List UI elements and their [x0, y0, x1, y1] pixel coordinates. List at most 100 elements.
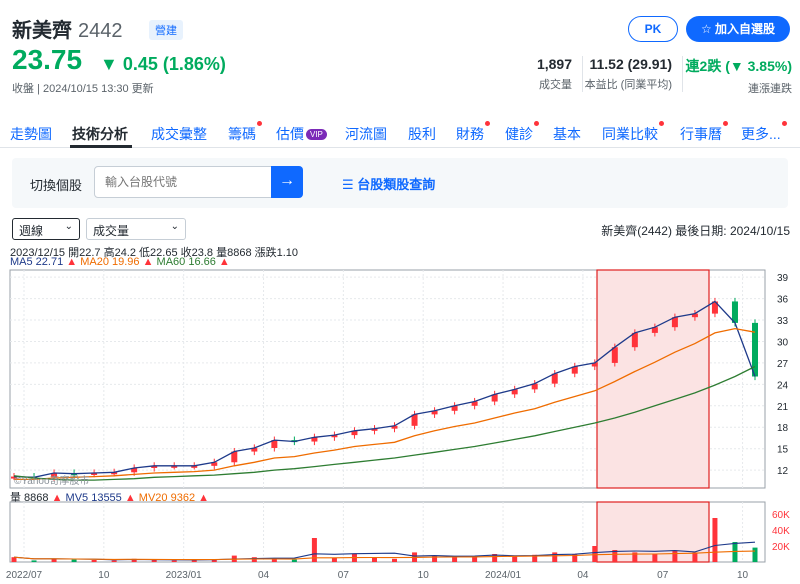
switch-label: 切換個股: [30, 178, 83, 193]
pk-button[interactable]: PK: [628, 16, 678, 42]
period-select[interactable]: 週線 ⌄: [12, 218, 80, 240]
candle: [391, 425, 398, 429]
candle: [351, 430, 358, 436]
up-triangle-icon: ▲: [195, 492, 210, 504]
star-icon: ☆: [700, 22, 716, 36]
stat-label: 連漲連跌: [748, 83, 792, 95]
y-tick-label: 15: [777, 445, 789, 456]
list-icon: ☰: [342, 177, 358, 192]
tab-valuation[interactable]: 估價 VIP: [276, 124, 327, 144]
candle: [151, 465, 158, 468]
candle: [11, 476, 17, 479]
volume-bar: [271, 558, 277, 562]
category-search-label: 台股類股查詢: [357, 177, 436, 192]
x-tick-label: 07: [657, 570, 669, 581]
tab-calendar[interactable]: 行事曆: [680, 121, 728, 144]
volume-bar: [732, 542, 738, 562]
volume-bar: [652, 554, 658, 562]
candle: [111, 472, 118, 475]
candle: [651, 327, 658, 333]
up-triangle-icon: ▲: [121, 492, 139, 504]
volume-bar: [592, 546, 598, 562]
volume-bar: [111, 560, 117, 562]
indicator-select[interactable]: 成交量 ⌄: [86, 218, 186, 240]
candle: [511, 389, 518, 395]
stock-code-input[interactable]: [94, 166, 272, 198]
ma-line-ma20: [14, 327, 756, 481]
y-tick-label: 12: [777, 466, 789, 477]
candle: [491, 394, 498, 402]
ma20-legend: MA20 19.96: [80, 256, 140, 268]
stock-code: 2442: [78, 20, 123, 42]
tab-bar: 走勢圖 技術分析 成交彙整 籌碼 估價 VIP 河流圖 股利 財務 健診 基本 同…: [0, 114, 800, 148]
tab-trend[interactable]: 走勢圖: [10, 126, 52, 142]
arrow-right-icon[interactable]: →: [271, 166, 303, 198]
volume-bar: [371, 557, 377, 562]
add-watchlist-label: 加入自選股: [715, 22, 776, 36]
y-tick-label: 30: [777, 337, 789, 348]
tab-chips[interactable]: 籌碼: [228, 121, 262, 144]
candle: [311, 437, 318, 442]
volume-bar: [692, 552, 698, 562]
up-triangle-icon: ▲: [63, 256, 81, 268]
candle: [691, 313, 698, 318]
candle: [431, 410, 438, 415]
candle: [611, 347, 618, 363]
tab-basic[interactable]: 基本: [553, 126, 581, 142]
ma60-legend: MA60 16.66: [156, 256, 216, 268]
tab-health[interactable]: 健診: [505, 121, 539, 144]
volume-bar: [151, 559, 157, 562]
x-tick-label: 04: [577, 570, 589, 581]
candle: [752, 322, 758, 377]
tab-financial[interactable]: 財務: [456, 121, 490, 144]
highlight-region: [596, 269, 710, 489]
candle: [631, 332, 638, 348]
x-tick-label: 10: [737, 570, 749, 581]
category-search-link[interactable]: ☰ 台股類股查詢: [342, 174, 435, 193]
y-tick-label: 33: [777, 316, 789, 327]
x-tick-label: 2022/07: [6, 570, 43, 581]
y-tick-label: 36: [777, 295, 789, 306]
stat-value: 11.52 (29.91): [589, 56, 672, 72]
divider: [582, 56, 583, 92]
ma5-legend: MA5 22.71: [10, 256, 64, 268]
volume-tick-label: 20K: [772, 542, 790, 553]
volume-bar: [291, 559, 297, 562]
volume-bar: [752, 547, 758, 562]
add-watchlist-button[interactable]: ☆ 加入自選股: [686, 16, 790, 42]
tab-more[interactable]: 更多...: [741, 121, 787, 144]
volume-bar: [191, 560, 197, 562]
candle: [411, 414, 418, 426]
tab-trades[interactable]: 成交彙整: [151, 126, 207, 142]
volume-bar: [552, 552, 558, 562]
price-change: ▼ 0.45 (1.86%): [100, 54, 226, 74]
candle: [171, 465, 178, 468]
candle: [531, 383, 538, 390]
x-tick-label: 10: [98, 570, 110, 581]
ma-line-ma5: [13, 300, 756, 478]
stat-streak: 連2跌 (▼ 3.85%) 連漲連跌: [686, 56, 792, 96]
vol-legend: 量 8868: [10, 492, 49, 504]
mv5-legend: MV5 13555: [65, 492, 122, 504]
chevron-down-icon: ⌄: [170, 221, 179, 232]
volume-bar: [392, 558, 398, 562]
industry-badge[interactable]: 營建: [149, 20, 183, 40]
volume-legend: 量 8868 ▲ MV5 13555 ▲ MV20 9362 ▲: [10, 489, 209, 505]
x-tick-label: 04: [258, 570, 270, 581]
volume-bar: [31, 560, 37, 562]
vip-badge: VIP: [306, 129, 327, 140]
tab-river[interactable]: 河流圖: [345, 126, 387, 142]
tab-dividend[interactable]: 股利: [408, 126, 436, 142]
tab-technical[interactable]: 技術分析: [72, 126, 128, 142]
stock-name: 新美齊 2442: [12, 20, 123, 42]
volume-bar: [432, 555, 438, 562]
volume-tick-label: 60K: [772, 510, 790, 521]
notification-dot: [781, 121, 787, 126]
candle: [91, 472, 98, 475]
mv20-legend: MV20 9362: [138, 492, 196, 504]
tab-peer[interactable]: 同業比較: [602, 121, 664, 144]
price-panel-frame: [9, 269, 766, 489]
y-tick-label: 24: [777, 380, 789, 391]
stat-value: 1,897: [536, 56, 572, 72]
